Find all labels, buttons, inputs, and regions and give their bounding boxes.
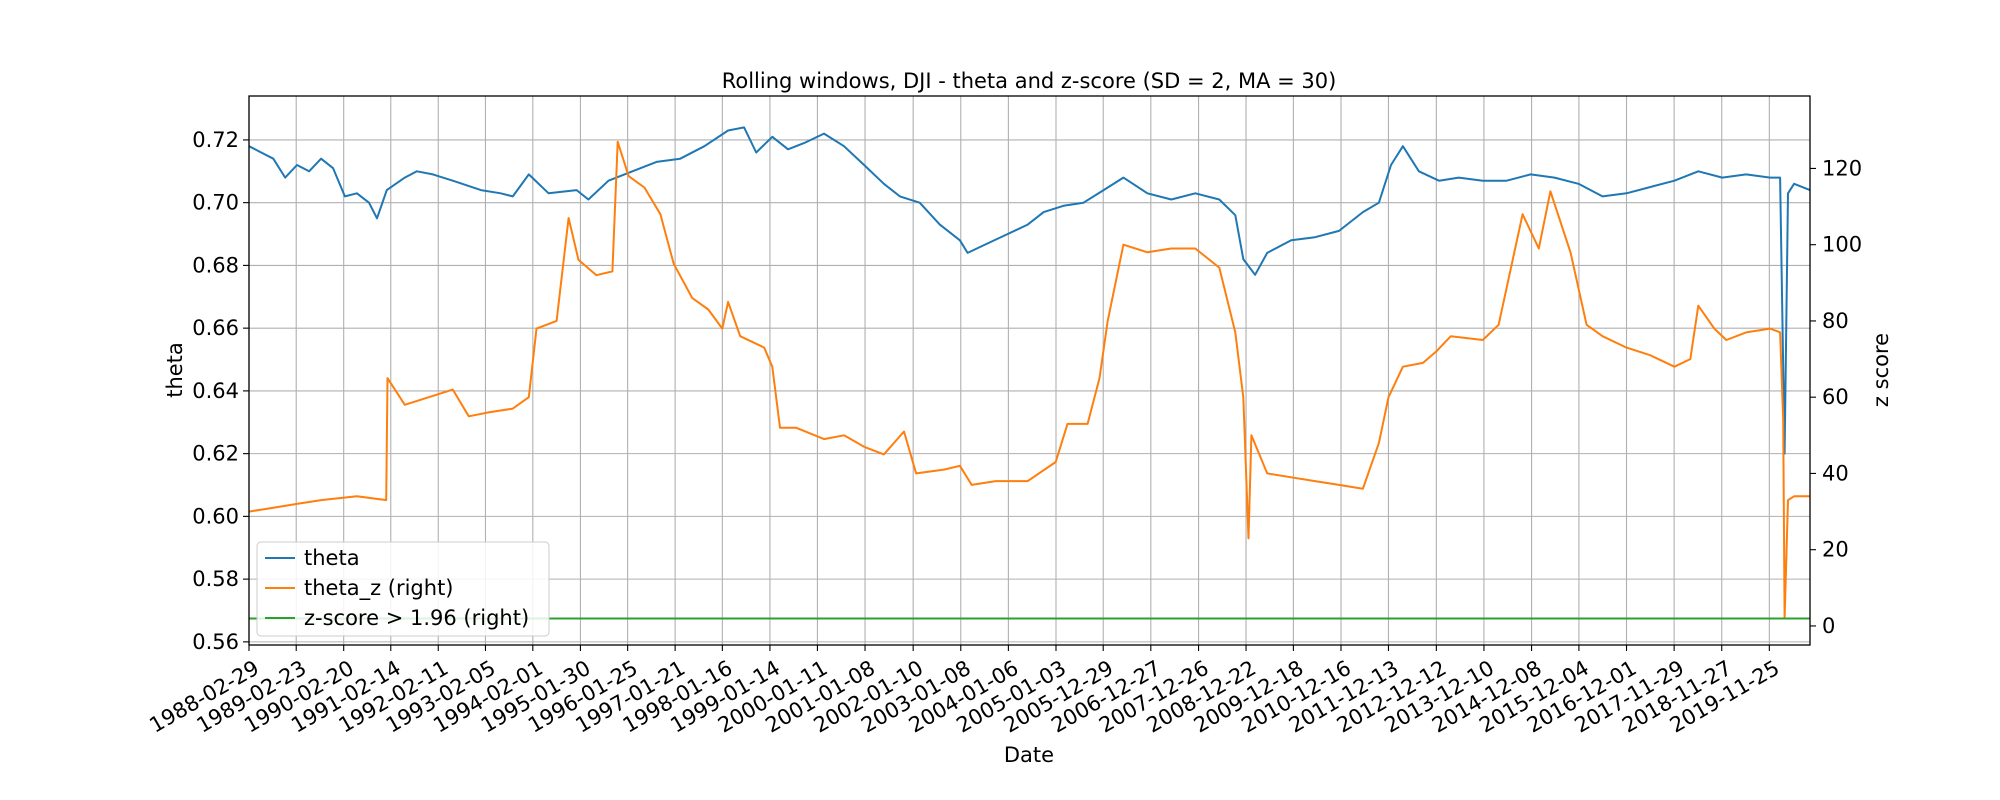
y-tick-label-left: 0.72 <box>192 128 239 152</box>
y-tick-label-right: 60 <box>1822 385 1849 409</box>
chart-title: Rolling windows, DJI - theta and z-score… <box>722 69 1337 93</box>
y-tick-label-left: 0.64 <box>192 379 239 403</box>
y-tick-label-left: 0.56 <box>192 630 239 654</box>
y-tick-label-left: 0.66 <box>192 316 239 340</box>
y-axis-label-right: z score <box>1869 333 1893 407</box>
legend-label-theta-z: theta_z (right) <box>304 576 454 601</box>
y-axis-label-left: theta <box>163 342 187 398</box>
legend-label-theta: theta <box>304 546 360 570</box>
y-tick-label-right: 100 <box>1822 233 1862 257</box>
series-line-theta <box>248 126 1811 455</box>
y-tick-label-left: 0.60 <box>192 504 239 528</box>
y-tick-label-right: 40 <box>1822 461 1849 485</box>
y-tick-label-right: 0 <box>1822 614 1835 638</box>
y-tick-label-left: 0.58 <box>192 567 239 591</box>
plot-frame <box>248 95 1811 646</box>
legend-box <box>256 541 550 637</box>
grid-layer <box>248 96 1810 645</box>
y-tick-label-left: 0.70 <box>192 191 239 215</box>
series-line-theta-z <box>248 140 1810 620</box>
y-tick-label-left: 0.68 <box>192 253 239 277</box>
x-axis-label: Date <box>1004 743 1054 767</box>
y-tick-label-left: 0.62 <box>192 442 239 466</box>
legend: theta theta_z (right) z-score > 1.96 (ri… <box>256 541 550 637</box>
legend-label-threshold: z-score > 1.96 (right) <box>304 606 529 630</box>
y-tick-label-right: 20 <box>1822 538 1849 562</box>
y-tick-label-right: 120 <box>1822 156 1862 180</box>
y-tick-label-right: 80 <box>1822 309 1849 333</box>
tick-layer: 1988-02-291989-02-231990-02-201991-02-14… <box>145 128 1862 738</box>
